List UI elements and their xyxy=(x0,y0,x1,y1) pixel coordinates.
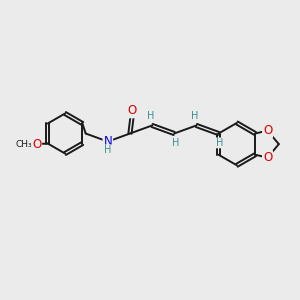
Text: O: O xyxy=(263,124,272,137)
Text: H: H xyxy=(216,138,224,148)
Text: O: O xyxy=(128,104,137,117)
Text: N: N xyxy=(103,135,112,148)
Text: CH₃: CH₃ xyxy=(16,140,32,148)
Text: H: H xyxy=(191,111,199,121)
Text: O: O xyxy=(263,151,272,164)
Text: H: H xyxy=(104,145,112,155)
Text: H: H xyxy=(147,111,154,121)
Text: O: O xyxy=(32,138,41,151)
Text: H: H xyxy=(172,138,179,148)
